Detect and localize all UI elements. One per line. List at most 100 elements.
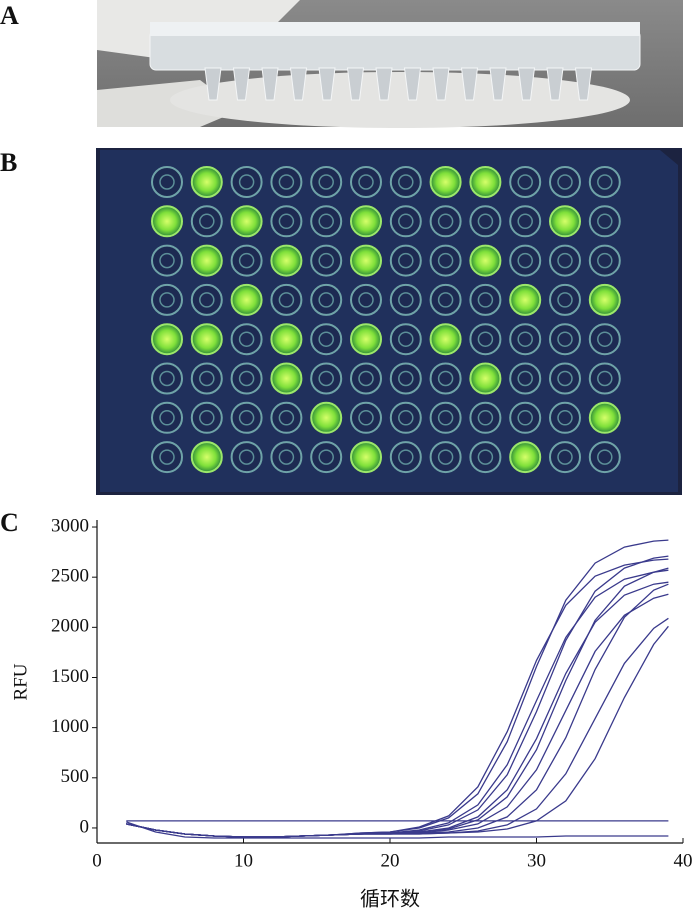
well bbox=[389, 205, 422, 238]
well bbox=[469, 283, 502, 316]
well-inner bbox=[358, 292, 374, 308]
well bbox=[230, 244, 263, 277]
well bbox=[469, 401, 502, 434]
panel-label: A bbox=[0, 1, 19, 30]
well-inner bbox=[517, 370, 533, 387]
y-tick-label: 0 bbox=[80, 816, 90, 837]
well bbox=[588, 283, 621, 316]
well-inner bbox=[358, 174, 374, 190]
well bbox=[350, 283, 382, 316]
well bbox=[588, 323, 621, 356]
well-inner bbox=[517, 213, 533, 230]
well bbox=[270, 441, 303, 474]
well bbox=[190, 283, 223, 316]
well-inner bbox=[318, 292, 334, 308]
tube bbox=[318, 67, 336, 101]
tube bbox=[403, 67, 422, 101]
x-axis-label: 循环数 bbox=[360, 887, 420, 911]
well bbox=[230, 362, 263, 395]
well bbox=[230, 166, 263, 198]
well bbox=[151, 205, 183, 238]
curve bbox=[126, 593, 669, 838]
well bbox=[389, 283, 422, 316]
well bbox=[588, 166, 621, 198]
well-inner bbox=[318, 213, 334, 230]
well-inner bbox=[517, 331, 533, 347]
well bbox=[588, 205, 621, 238]
curve bbox=[126, 558, 669, 838]
well bbox=[270, 362, 303, 395]
well bbox=[151, 323, 183, 356]
tube bbox=[517, 67, 536, 101]
well bbox=[190, 401, 223, 434]
y-axis-label: RFU bbox=[10, 663, 31, 700]
well-inner bbox=[477, 292, 494, 308]
well bbox=[389, 244, 422, 277]
well bbox=[469, 166, 502, 198]
wells bbox=[151, 166, 621, 474]
well-inner bbox=[597, 449, 613, 465]
well bbox=[230, 441, 263, 474]
well-inner bbox=[278, 410, 295, 426]
well-inner bbox=[358, 370, 374, 387]
well-inner bbox=[318, 252, 334, 269]
y-tick-label: 1000 bbox=[51, 716, 89, 737]
curve bbox=[126, 555, 669, 838]
well-inner bbox=[398, 331, 414, 347]
well-inner bbox=[557, 331, 573, 347]
x-tick-label: 10 bbox=[234, 850, 253, 871]
well bbox=[549, 401, 581, 434]
well bbox=[190, 166, 223, 198]
well-inner bbox=[318, 370, 334, 387]
well-inner bbox=[238, 449, 255, 465]
well bbox=[389, 441, 422, 474]
y-tick-label: 1500 bbox=[51, 666, 89, 687]
well-inner bbox=[437, 252, 454, 269]
well bbox=[549, 166, 581, 198]
well-inner bbox=[278, 449, 295, 465]
x-tick-label: 20 bbox=[381, 850, 400, 871]
well bbox=[310, 166, 343, 198]
well bbox=[151, 283, 183, 316]
well bbox=[549, 441, 581, 474]
well bbox=[389, 362, 422, 395]
well bbox=[509, 205, 542, 238]
well bbox=[469, 362, 502, 395]
well-inner bbox=[437, 410, 454, 426]
well bbox=[190, 244, 223, 277]
tube bbox=[574, 67, 593, 101]
curve bbox=[126, 569, 669, 838]
well-inner bbox=[437, 449, 454, 465]
well bbox=[429, 401, 462, 434]
well bbox=[389, 323, 422, 356]
curve bbox=[126, 581, 669, 838]
well-inner bbox=[517, 410, 533, 426]
well-inner bbox=[437, 213, 454, 230]
well bbox=[469, 205, 502, 238]
y-tick-label: 3000 bbox=[51, 515, 89, 536]
well bbox=[350, 166, 382, 198]
well-inner bbox=[477, 331, 494, 347]
well bbox=[350, 362, 382, 395]
well bbox=[469, 323, 502, 356]
well-inner bbox=[238, 252, 255, 269]
well-inner bbox=[517, 252, 533, 269]
y-tick-label: 2000 bbox=[51, 616, 89, 637]
well bbox=[270, 283, 303, 316]
well-inner bbox=[278, 292, 295, 308]
curve bbox=[126, 617, 669, 838]
well bbox=[310, 362, 343, 395]
well bbox=[429, 205, 462, 238]
well bbox=[190, 441, 223, 474]
well bbox=[270, 244, 303, 277]
well-inner bbox=[477, 449, 494, 465]
tube bbox=[489, 67, 507, 101]
well-inner bbox=[199, 213, 215, 230]
photo-a bbox=[97, 0, 683, 128]
tube bbox=[546, 67, 564, 101]
well bbox=[190, 362, 223, 395]
curve bbox=[126, 625, 669, 838]
tube bbox=[375, 67, 393, 101]
